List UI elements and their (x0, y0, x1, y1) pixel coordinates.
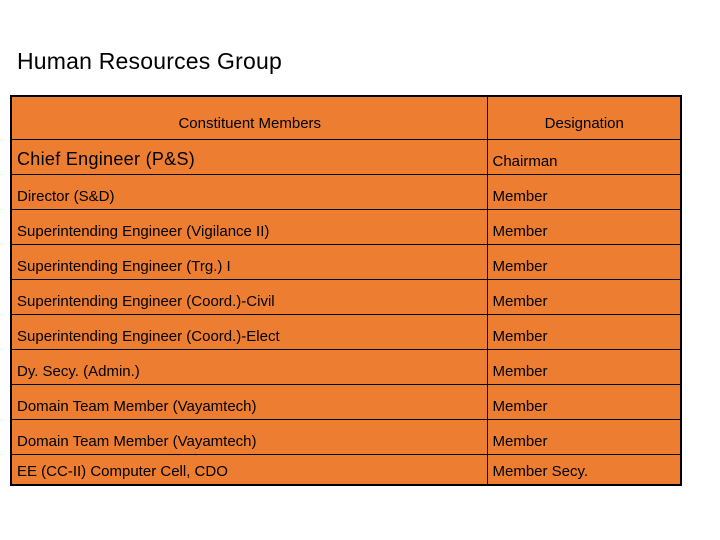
hr-group-table: Constituent Members Designation Chief En… (10, 95, 682, 486)
table-header-row: Constituent Members Designation (10, 95, 682, 140)
member-cell: Superintending Engineer (Coord.)-Elect (10, 313, 488, 350)
column-header-constituent-members: Constituent Members (10, 95, 488, 140)
member-cell: EE (CC-II) Computer Cell, CDO (10, 453, 488, 486)
table-row: EE (CC-II) Computer Cell, CDO Member Sec… (10, 453, 682, 486)
member-cell: Domain Team Member (Vayamtech) (10, 383, 488, 420)
designation-cell: Chairman (486, 138, 682, 175)
designation-cell: Member Secy. (486, 453, 682, 486)
member-cell: Dy. Secy. (Admin.) (10, 348, 488, 385)
page-title: Human Resources Group (17, 48, 282, 74)
table-row: Chief Engineer (P&S) Chairman (10, 138, 682, 175)
designation-cell: Member (486, 173, 682, 210)
table-row: Director (S&D) Member (10, 173, 682, 210)
member-cell: Superintending Engineer (Vigilance II) (10, 208, 488, 245)
designation-cell: Member (486, 313, 682, 350)
table-row: Dy. Secy. (Admin.) Member (10, 348, 682, 385)
designation-cell: Member (486, 243, 682, 280)
designation-cell: Member (486, 348, 682, 385)
column-header-designation: Designation (486, 95, 682, 140)
member-cell: Domain Team Member (Vayamtech) (10, 418, 488, 455)
designation-cell: Member (486, 278, 682, 315)
designation-cell: Member (486, 208, 682, 245)
table-row: Superintending Engineer (Coord.)-Elect M… (10, 313, 682, 350)
designation-cell: Member (486, 418, 682, 455)
table-row: Superintending Engineer (Trg.) I Member (10, 243, 682, 280)
table-row: Superintending Engineer (Coord.)-Civil M… (10, 278, 682, 315)
member-cell: Superintending Engineer (Trg.) I (10, 243, 488, 280)
member-cell: Director (S&D) (10, 173, 488, 210)
table-row: Domain Team Member (Vayamtech) Member (10, 418, 682, 455)
table-row: Superintending Engineer (Vigilance II) M… (10, 208, 682, 245)
table-row: Domain Team Member (Vayamtech) Member (10, 383, 682, 420)
designation-cell: Member (486, 383, 682, 420)
member-cell: Superintending Engineer (Coord.)-Civil (10, 278, 488, 315)
member-cell: Chief Engineer (P&S) (10, 138, 488, 175)
